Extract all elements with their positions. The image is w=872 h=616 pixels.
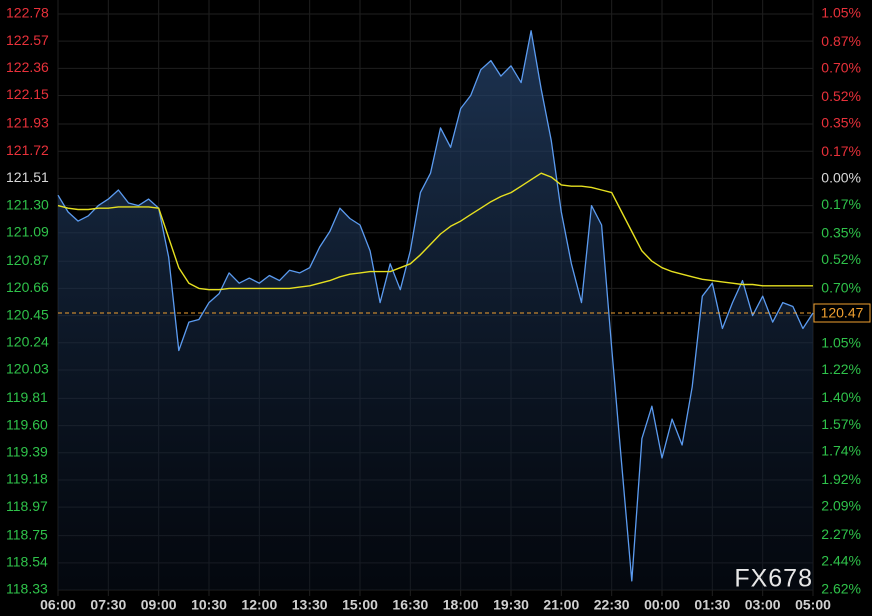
y2-tick-label: 1.74% — [821, 443, 861, 459]
y-tick-label: 120.66 — [6, 279, 49, 295]
x-tick-label: 12:00 — [241, 597, 277, 613]
series-line — [57, 172, 813, 291]
series-line — [57, 30, 814, 582]
y-tick-label: 122.57 — [6, 32, 49, 48]
y2-tick-label: 1.92% — [821, 471, 861, 487]
y-tick-label: 119.18 — [6, 471, 48, 487]
y-tick-label: 120.03 — [6, 361, 49, 377]
y-tick-label: 119.60 — [6, 416, 48, 432]
y-tick-label: 120.87 — [6, 252, 49, 268]
x-tick-label: 18:00 — [443, 597, 479, 613]
x-tick-label: 07:30 — [90, 597, 126, 613]
axes: 122.78 122.57 122.36 122.15 121.93 121.72 121.… — [6, 5, 871, 613]
y2-tick-label: 2.44% — [821, 552, 861, 568]
y2-tick-label: 0.00% — [821, 169, 861, 185]
y2-tick-label: 0.35% — [821, 224, 861, 240]
x-tick-label: 16:30 — [392, 597, 428, 613]
y2-tick-label: 1.40% — [821, 389, 861, 405]
y-tick-label: 121.30 — [6, 196, 49, 212]
y2-tick-label: 1.22% — [821, 361, 861, 377]
x-tick-label: 00:00 — [644, 597, 680, 613]
y-tick-label: 121.93 — [6, 115, 49, 131]
y2-tick-label: 0.87% — [821, 33, 861, 49]
y-tick-label: 122.78 — [6, 5, 49, 21]
watermark: FX678 — [734, 565, 813, 593]
y-tick-label: 119.81 — [6, 389, 48, 405]
y2-tick-label: 2.62% — [821, 581, 861, 597]
x-tick-label: 22:30 — [594, 597, 630, 613]
y2-tick-label: 0.70% — [821, 279, 861, 295]
y-tick-label: 118.75 — [6, 526, 48, 542]
y2-tick-label: 0.35% — [821, 115, 861, 131]
last-price-label: 120.47 — [821, 305, 864, 321]
y2-tick-label: 0.70% — [821, 60, 861, 76]
y2-tick-label: 0.52% — [821, 251, 861, 267]
y2-tick-label: 0.17% — [821, 143, 861, 159]
y-tick-label: 120.24 — [6, 333, 49, 349]
y-tick-label: 119.39 — [6, 443, 48, 459]
y-tick-label: 122.36 — [6, 59, 49, 75]
y-tick-label: 121.51 — [6, 169, 49, 185]
x-tick-label: 01:30 — [694, 597, 730, 613]
x-tick-label: 13:30 — [292, 597, 328, 613]
y2-tick-label: 1.57% — [821, 416, 861, 432]
x-tick-label: 05:00 — [795, 597, 831, 613]
x-tick-label: 19:30 — [493, 597, 529, 613]
y2-tick-label: 0.17% — [821, 196, 861, 212]
y2-tick-label: 1.05% — [821, 5, 861, 21]
x-tick-label: 06:00 — [40, 597, 76, 613]
area — [58, 30, 813, 591]
y-tick-label: 118.97 — [6, 498, 48, 514]
y-tick-label: 118.33 — [6, 581, 48, 597]
plot-area — [57, 30, 814, 591]
last-price-box — [813, 303, 871, 323]
x-tick-label: 09:00 — [141, 597, 177, 613]
y2-tick-label: 2.09% — [821, 498, 861, 514]
y2-tick-label: 1.05% — [821, 334, 861, 350]
x-tick-label: 10:30 — [191, 597, 227, 613]
y-tick-label: 120.45 — [6, 306, 49, 322]
x-tick-label: 03:00 — [745, 597, 781, 613]
y2-tick-label: 0.52% — [821, 88, 861, 104]
y-tick-label: 122.15 — [6, 86, 49, 102]
y-tick-label: 121.09 — [6, 223, 49, 239]
y-tick-label: 121.72 — [6, 142, 49, 158]
x-tick-label: 21:00 — [543, 597, 579, 613]
x-tick-label: 15:00 — [342, 597, 378, 613]
y-tick-label: 118.54 — [6, 554, 48, 570]
y2-tick-label: 2.27% — [821, 526, 861, 542]
